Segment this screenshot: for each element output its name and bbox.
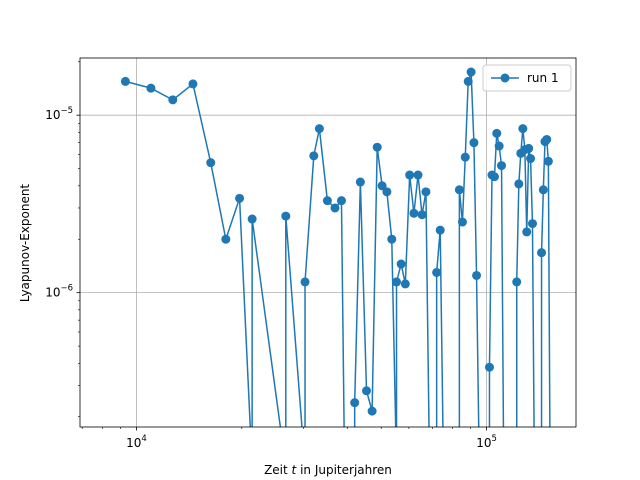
data-point xyxy=(457,217,467,227)
y-tick-label-base: 10 xyxy=(45,108,60,122)
data-layer xyxy=(120,67,553,427)
data-point xyxy=(367,406,377,416)
x-tick-label-exponent: 5 xyxy=(492,434,497,444)
data-point xyxy=(350,398,360,408)
data-point xyxy=(300,277,310,287)
data-point xyxy=(526,154,536,164)
data-point xyxy=(432,267,442,277)
x-tick-label-exponent: 4 xyxy=(141,434,146,444)
data-point xyxy=(497,161,507,171)
x-axis-label: Zeit t in Jupiterjahren xyxy=(264,463,392,477)
data-point xyxy=(484,362,494,372)
data-point xyxy=(417,210,427,220)
data-point xyxy=(518,124,528,134)
data-point xyxy=(396,259,406,269)
data-point xyxy=(538,185,548,195)
data-point xyxy=(206,158,216,168)
data-point xyxy=(454,185,464,195)
legend-box xyxy=(482,64,572,92)
data-point xyxy=(322,196,332,206)
data-point xyxy=(492,128,502,138)
series-line-run-1 xyxy=(125,71,551,427)
data-point xyxy=(309,151,319,161)
data-point xyxy=(146,83,156,93)
data-point xyxy=(494,141,504,151)
x-tick-label: 105 xyxy=(476,434,497,450)
data-point xyxy=(247,214,257,224)
data-point xyxy=(392,277,402,287)
legend: run 1 xyxy=(482,64,572,92)
data-point xyxy=(281,211,291,221)
y-axis-label: Lyapunov-Exponent xyxy=(18,184,32,303)
data-point xyxy=(120,76,130,86)
y-tick-label-exponent: −5 xyxy=(60,106,73,116)
data-point xyxy=(400,279,410,289)
data-point xyxy=(542,134,552,144)
data-point xyxy=(387,234,397,244)
x-tick-label: 104 xyxy=(126,434,147,450)
data-point xyxy=(489,172,499,182)
plot-frame xyxy=(79,57,577,428)
x-axis-label-post: in Jupiterjahren xyxy=(296,463,392,477)
y-tick-label-exponent: −6 xyxy=(60,284,73,294)
data-point xyxy=(168,95,178,105)
data-point xyxy=(527,219,537,229)
y-tick-label: 10−6 xyxy=(45,284,73,300)
data-point xyxy=(336,196,346,206)
x-axis-label-var: t xyxy=(292,463,298,477)
data-point xyxy=(372,142,382,152)
data-point xyxy=(524,143,534,153)
x-tick-label-base: 10 xyxy=(476,436,491,450)
x-axis-label-pre: Zeit xyxy=(264,463,291,477)
y-tick-label: 10−5 xyxy=(45,106,73,122)
data-point xyxy=(221,234,231,244)
data-point xyxy=(469,138,479,148)
data-point xyxy=(405,170,415,180)
data-point xyxy=(421,187,431,197)
data-point xyxy=(377,181,387,191)
legend-label: run 1 xyxy=(527,71,559,85)
data-point xyxy=(330,203,340,213)
data-point xyxy=(413,170,423,180)
data-point xyxy=(409,208,419,218)
data-point xyxy=(463,76,473,86)
y-tick-label-base: 10 xyxy=(45,286,60,300)
data-point xyxy=(472,270,482,280)
data-point xyxy=(512,277,522,287)
data-point xyxy=(537,248,547,258)
data-point xyxy=(362,386,372,396)
data-point xyxy=(522,227,532,237)
data-point xyxy=(382,187,392,197)
data-point xyxy=(460,152,470,162)
data-point xyxy=(543,156,553,166)
data-point xyxy=(435,225,445,235)
data-point xyxy=(466,67,476,77)
legend-marker-swatch xyxy=(500,73,510,83)
data-point xyxy=(188,79,198,89)
data-point xyxy=(235,193,245,203)
x-tick-label-base: 10 xyxy=(126,436,141,450)
data-point xyxy=(514,179,524,189)
data-point xyxy=(314,124,324,134)
data-point xyxy=(355,177,365,187)
